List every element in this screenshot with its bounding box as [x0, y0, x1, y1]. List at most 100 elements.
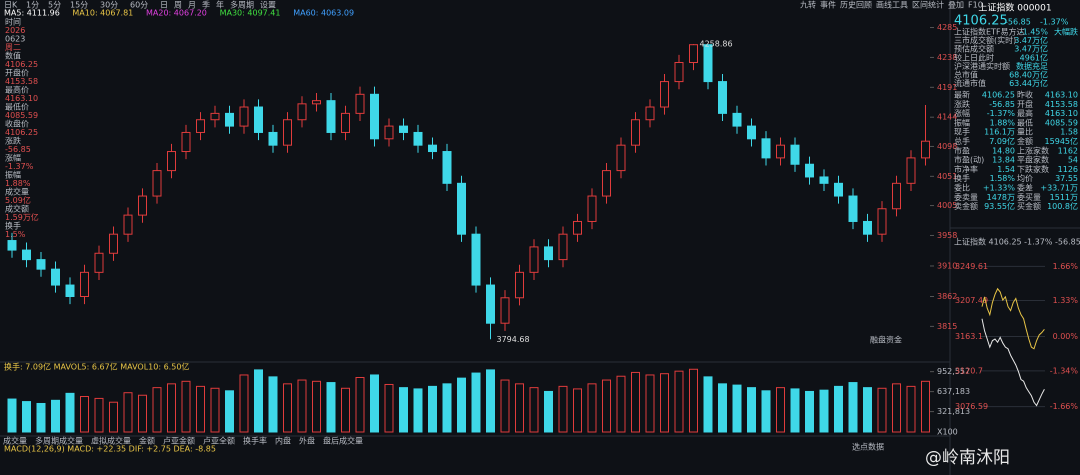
tab[interactable]: 换手率 [243, 436, 267, 446]
quote-item: 63.44万亿 [1009, 78, 1048, 88]
candle-body [341, 112, 350, 133]
toolbar-button[interactable]: F10 [968, 1, 983, 10]
quote-item: 数据充足 [1016, 61, 1048, 71]
toolbar-button[interactable]: 画线工具 [876, 0, 908, 10]
toolbar-button[interactable]: 设置 [260, 0, 276, 10]
volume-bar [732, 384, 742, 433]
quote-change: -56.85 [1005, 18, 1031, 27]
toolbar-button[interactable]: 30分 [100, 1, 118, 10]
quote-cell: 4153.58 [1045, 100, 1078, 109]
candle-body [428, 144, 437, 153]
toolbar-button[interactable]: 区间统计 [912, 0, 944, 10]
tab[interactable]: 虚拟成交量 [91, 436, 131, 446]
tab[interactable]: 卢亚全额 [203, 436, 235, 446]
info-text: 5.09亿 [5, 195, 31, 205]
toolbar-button[interactable]: 季 [202, 0, 210, 10]
chart-note: 融盘资金 [870, 335, 902, 345]
toolbar-button[interactable]: 事件 [820, 0, 836, 10]
volume-bar [326, 382, 336, 433]
candle-body [544, 246, 553, 261]
info-text: 1.59万亿 [5, 212, 39, 222]
volume-bar [384, 383, 394, 433]
intraday-line [981, 318, 1045, 407]
y-tick-label: 3120.7 [955, 366, 983, 375]
volume-bar [486, 369, 495, 433]
toolbar-button[interactable]: 历史回顾 [840, 0, 872, 10]
volume-bar [602, 379, 611, 433]
toolbar-button[interactable]: 年 [216, 0, 224, 10]
volume-bar [587, 383, 597, 433]
quote-cell: 116.1万 [984, 128, 1015, 137]
candle-body [442, 151, 452, 184]
volume-bar [500, 379, 510, 433]
y-tick-label: 4144 [937, 113, 957, 122]
volume-bar [341, 387, 350, 433]
y-tick-label: 4238 [937, 53, 957, 62]
candle-body [558, 233, 568, 261]
toolbar-button[interactable]: 多周期 [230, 0, 254, 10]
candle-body [94, 252, 104, 273]
info-text: 2026 [5, 26, 25, 35]
candle-body [196, 119, 205, 133]
candle-body [892, 182, 901, 210]
candle-body [587, 195, 597, 222]
volume-bar [152, 387, 162, 433]
toolbar-button[interactable]: 15分 [70, 1, 88, 10]
candle-body [761, 138, 771, 159]
tab[interactable]: 多周期成交量 [35, 436, 83, 446]
volume-bar [558, 385, 568, 433]
toolbar-button[interactable]: 60分 [130, 1, 148, 10]
volume-bar [631, 371, 640, 433]
volume-bar [138, 394, 147, 433]
quote-cell: 1.58% [990, 174, 1016, 183]
volume-bar [225, 390, 234, 433]
tab[interactable]: 金额 [139, 436, 155, 446]
y-tick-label: 4098 [937, 142, 957, 151]
toolbar-button[interactable]: 叠加 [948, 0, 964, 10]
toolbar-button[interactable]: 周 [174, 1, 182, 10]
quote-item: 大幅跌 [1054, 27, 1078, 37]
volume-bar [573, 388, 582, 433]
toolbar-button[interactable]: 月 [188, 1, 196, 10]
volume-bar [689, 368, 698, 433]
info-text: 收盘价 [5, 119, 29, 129]
volume-bar [645, 374, 655, 433]
quote-item: 流通市值 [954, 78, 986, 88]
tab[interactable]: 成交量 [3, 436, 27, 446]
y-tick-label: 4005 [937, 201, 957, 210]
volume-bar [268, 376, 278, 433]
ma-label: MA10: 4067.81 [72, 9, 133, 18]
tab[interactable]: 选点数据 [852, 442, 884, 452]
tab[interactable]: 内盘 [275, 436, 291, 446]
toolbar-button[interactable]: 日K [4, 1, 18, 10]
candle-body [225, 112, 234, 127]
candle-body [167, 151, 176, 172]
volume-bar [65, 392, 75, 433]
candle-body [109, 233, 118, 254]
volume-bar [210, 387, 220, 433]
toolbar-button[interactable]: 1分 [26, 1, 39, 10]
volume-bar [703, 376, 713, 433]
toolbar-button[interactable]: 日 [160, 1, 168, 10]
toolbar-button[interactable]: 九转 [800, 0, 816, 10]
quote-cell: 市盈 [954, 145, 970, 155]
tab[interactable]: 外盘 [299, 436, 315, 446]
quote-cell: 4085.59 [1045, 118, 1078, 127]
info-text: 换手 [5, 221, 21, 231]
ma-label: MA20: 4067.20 [146, 9, 207, 18]
tab[interactable]: 盘后成交量 [323, 436, 363, 446]
volume-bar [239, 374, 249, 433]
quote-cell: +33.71万 [1040, 184, 1078, 193]
tab[interactable]: 卢亚金额 [163, 436, 195, 446]
quote-item: 3.47万亿 [1014, 44, 1048, 54]
pct-label: -1.66% [1050, 402, 1079, 411]
quote-cell: 市盈(动) [954, 155, 984, 165]
candle-body [906, 157, 916, 184]
macd-label: MACD(12,26,9) MACD: +22.35 DIF: +2.75 DE… [4, 445, 216, 454]
quote-cell: 振幅 [954, 117, 970, 127]
candle-body [181, 131, 191, 153]
volume-bar [660, 373, 669, 433]
toolbar-button[interactable]: 5分 [48, 1, 61, 10]
